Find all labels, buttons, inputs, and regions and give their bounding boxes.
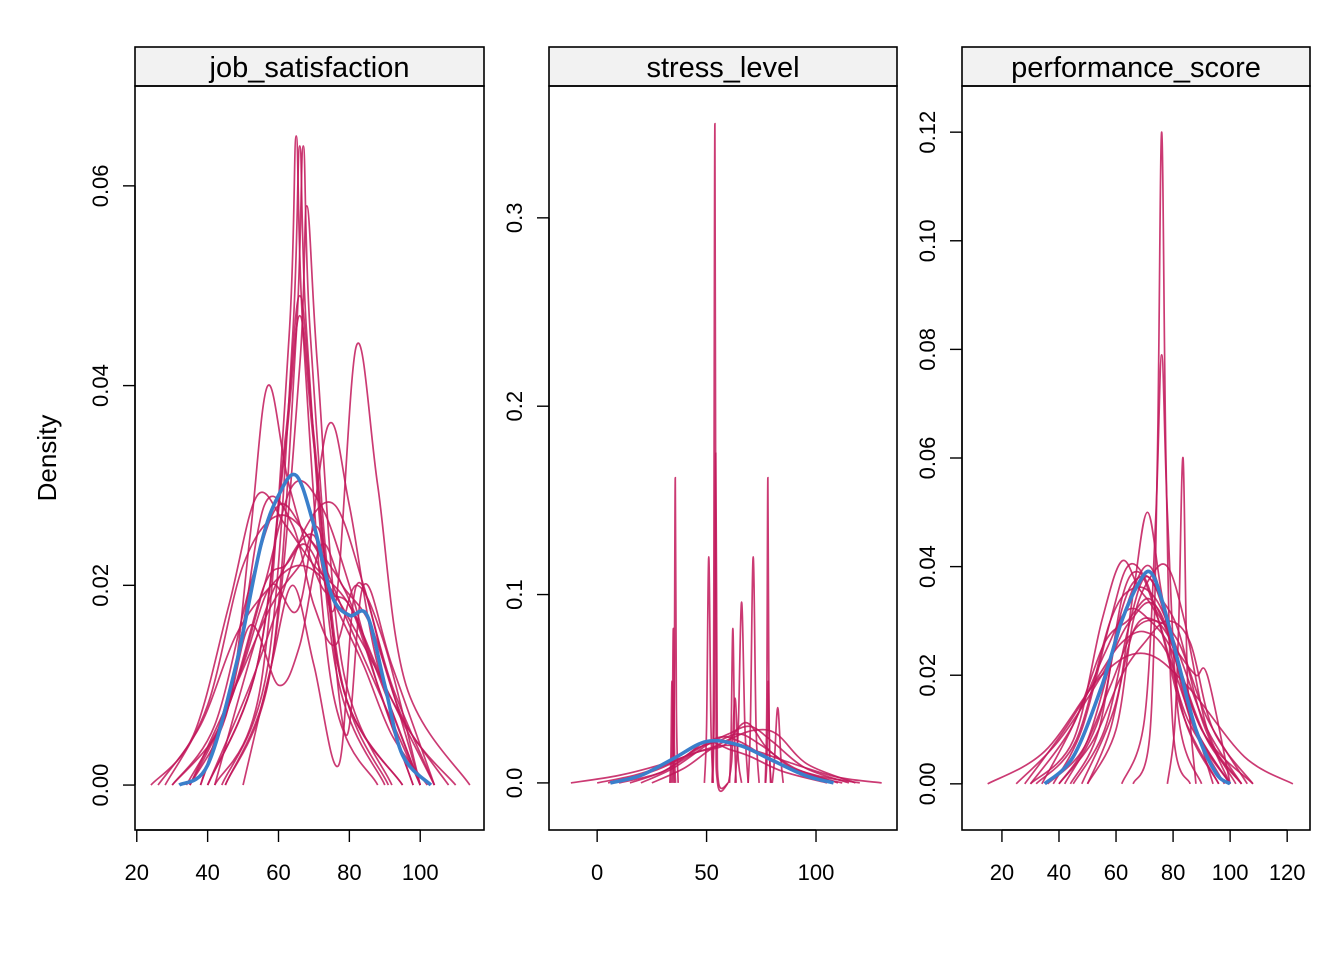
x-tick-label: 100 (1212, 860, 1249, 885)
y-tick-label: 0.06 (915, 437, 940, 480)
observed-density-line (1043, 569, 1232, 786)
imputed-density-line-15 (189, 525, 436, 786)
imputed-density-line-4 (224, 204, 393, 786)
imputed-density-line-12 (199, 421, 422, 786)
imputed-density-line-2 (221, 145, 386, 786)
y-tick-label: 0.10 (915, 219, 940, 262)
imputed-density-line-2 (711, 452, 729, 790)
x-tick-label: 60 (266, 860, 290, 885)
imputed-density-line-1 (711, 122, 730, 793)
y-tick-label: 0.08 (915, 328, 940, 371)
y-tick-label: 0.04 (915, 545, 940, 588)
panel-job_satisfaction: job_satisfaction 20 40 60 80 100 0.00 0.02 0.04 0… (88, 46, 485, 885)
x-tick-label: 100 (798, 860, 835, 885)
imputed-density-line-15 (1086, 563, 1237, 785)
imputed-density-line-19 (1086, 617, 1231, 785)
panel-title: stress_level (646, 52, 799, 84)
imputed-density-line-14 (1046, 619, 1248, 785)
y-axis-label: Density (32, 415, 62, 502)
imputed-density-line-7 (703, 556, 714, 783)
imputed-density-line-14 (570, 744, 882, 784)
x-tick-label: 100 (402, 860, 439, 885)
panel-strip (961, 46, 1311, 87)
imputed-density-line-3 (1166, 457, 1197, 784)
imputed-density-line-7 (189, 384, 414, 786)
y-tick-label: 0.02 (915, 654, 940, 697)
imputed-density-line-20 (1035, 586, 1243, 785)
imputed-density-line-8 (1052, 562, 1220, 785)
observed-density-line (609, 738, 834, 785)
x-tick-label: 40 (1047, 860, 1071, 885)
y-tick-label: 0.12 (915, 111, 940, 154)
imputed-density-line-17 (157, 564, 450, 786)
x-tick-label: 0 (591, 860, 603, 885)
density-lines (150, 135, 471, 787)
imputed-density-line-18 (171, 542, 457, 786)
panel-frame (548, 85, 898, 831)
y-tick-label: 0.06 (88, 164, 113, 207)
density-lines (987, 131, 1294, 786)
observed-density-line (178, 472, 433, 787)
y-tick-label: 0.1 (502, 579, 527, 610)
imputed-density-line-10 (171, 502, 422, 786)
x-tick-label: 60 (1104, 860, 1128, 885)
x-tick-label: 20 (990, 860, 1014, 885)
imputed-density-line-20 (185, 479, 414, 786)
density-lines (570, 122, 882, 793)
x-tick-label: 120 (1269, 860, 1306, 885)
x-tick-label: 80 (1161, 860, 1185, 885)
x-tick-label: 40 (195, 860, 219, 885)
y-tick-label: 0.0 (502, 768, 527, 799)
y-tick-label: 0.02 (88, 564, 113, 607)
y-tick-label: 0.00 (915, 762, 940, 805)
x-tick-label: 20 (125, 860, 149, 885)
y-tick-label: 0.2 (502, 391, 527, 422)
y-tick-label: 0.04 (88, 364, 113, 407)
panel-performance_score: performance_score 20 40 60 80 100 120 0.00 0.02 0… (915, 46, 1311, 885)
y-tick-label: 0.3 (502, 203, 527, 234)
imputed-density-line-17 (640, 725, 850, 784)
panel-title: performance_score (1011, 52, 1261, 84)
imputed-density-line-19 (651, 728, 856, 784)
panel-stress_level: stress_level 0 50 100 0.0 0.1 0.2 0.3 (502, 46, 898, 885)
imputed-density-line-9 (728, 627, 737, 783)
imputed-density-line-9 (150, 491, 436, 786)
panel-strip (134, 46, 485, 87)
imputed-density-line-14 (213, 342, 471, 786)
x-tick-label: 80 (337, 860, 361, 885)
imputed-density-line-12 (771, 706, 785, 783)
panel-frame (961, 85, 1311, 831)
imputed-density-line-5 (987, 652, 1294, 785)
imputed-density-line-13 (727, 697, 743, 784)
panel-title: job_satisfaction (209, 52, 410, 84)
panel-frame (134, 85, 485, 831)
x-tick-label: 50 (694, 860, 718, 885)
imputed-density-line-11 (764, 680, 772, 783)
y-tick-label: 0.00 (88, 764, 113, 807)
